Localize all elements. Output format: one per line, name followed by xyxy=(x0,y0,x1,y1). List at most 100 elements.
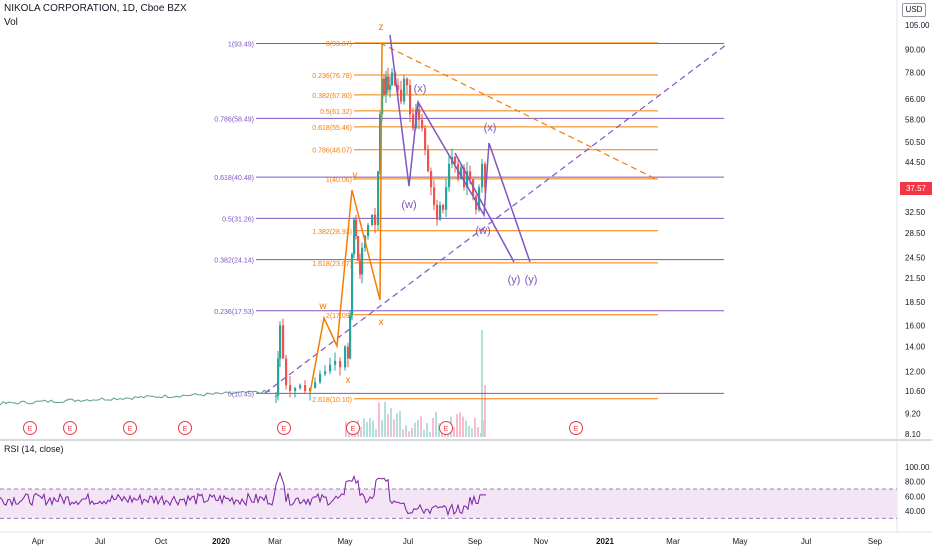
rsi-tick-label: 80.00 xyxy=(905,478,926,487)
volume-bar xyxy=(465,420,467,437)
orange-wave-label: x xyxy=(346,375,351,386)
candle-body xyxy=(367,224,370,236)
candle-body xyxy=(277,358,280,396)
candle-body xyxy=(400,89,403,102)
volume-bar xyxy=(405,425,407,437)
purple-wave-label: (y) xyxy=(508,274,521,286)
earnings-marker: E xyxy=(123,421,137,435)
earnings-marker-circle xyxy=(63,421,77,435)
candle-body xyxy=(304,385,307,392)
volume-label[interactable]: Vol xyxy=(4,17,18,28)
earnings-marker-circle xyxy=(23,421,37,435)
candle-body xyxy=(403,78,406,102)
purple-wave-path xyxy=(454,152,515,263)
volume-bar xyxy=(429,431,431,437)
time-tick-label: Apr xyxy=(32,537,45,546)
fib-retracement-label: 0(10.45) xyxy=(228,391,254,398)
volume-bar xyxy=(481,330,483,437)
candle-body xyxy=(294,388,297,392)
price-tick-label: 9.20 xyxy=(905,410,921,419)
purple-dashed-trendline xyxy=(264,44,727,394)
fib-extension-label: 0(93.87) xyxy=(326,41,352,48)
rsi-label[interactable]: RSI (14, close) xyxy=(4,444,64,454)
fib-extension-label: 1.618(23.67) xyxy=(312,261,352,268)
candle-body xyxy=(463,167,466,188)
candle-body xyxy=(319,373,322,383)
volume-bar xyxy=(402,429,404,437)
price-tick-label: 12.00 xyxy=(905,367,926,376)
orange-wave-label: y xyxy=(353,170,358,181)
fib-retracement-label: 1(93.49) xyxy=(228,42,254,49)
price-tick-label: 21.50 xyxy=(905,274,926,283)
earnings-marker-text: E xyxy=(444,426,449,433)
price-tick-label: 8.10 xyxy=(905,430,921,439)
volume-bar xyxy=(375,429,377,437)
candle-body xyxy=(357,235,360,261)
volume-bar xyxy=(366,422,368,437)
orange-wave-label: z xyxy=(379,22,384,33)
volume-bar xyxy=(423,430,425,437)
price-tick-label: 44.50 xyxy=(905,158,926,167)
volume-bar xyxy=(417,419,419,437)
price-tick-label: 24.50 xyxy=(905,253,926,262)
volume-bar xyxy=(381,420,383,437)
price-tick-label: 90.00 xyxy=(905,46,926,55)
candle-body xyxy=(314,382,317,389)
volume-bar xyxy=(420,416,422,437)
candle-body xyxy=(275,395,278,397)
fib-extension-label: 0.236(76.78) xyxy=(312,73,352,80)
purple-wave-path xyxy=(389,34,531,263)
fib-extension-label: 0.786(48.07) xyxy=(312,148,352,155)
earnings-marker: E xyxy=(23,421,37,435)
earnings-marker-circle xyxy=(569,421,583,435)
rsi-tick-label: 100.00 xyxy=(905,463,930,472)
candle-body xyxy=(385,76,388,95)
price-tick-label: 14.00 xyxy=(905,343,926,352)
candle-body xyxy=(355,219,358,236)
fib-extension-label: 0.5(61.32) xyxy=(320,109,352,116)
candle-body xyxy=(421,119,424,129)
volume-bar xyxy=(387,413,389,437)
time-tick-label: May xyxy=(732,537,747,546)
purple-wave-label: (x) xyxy=(484,122,497,134)
rsi-tick-label: 60.00 xyxy=(905,492,926,501)
candle-body xyxy=(397,85,400,90)
candle-body xyxy=(371,214,374,225)
candle-body xyxy=(439,205,442,220)
volume-bar xyxy=(345,422,347,437)
orange-wave-label: w xyxy=(318,301,327,312)
rsi-tick-label: 40.00 xyxy=(905,507,926,516)
candle-body xyxy=(454,156,457,164)
earnings-marker: E xyxy=(178,421,192,435)
candle-body xyxy=(469,171,472,180)
volume-bar xyxy=(414,422,416,437)
orange-wave-path xyxy=(309,42,383,394)
earnings-marker: E xyxy=(346,421,360,435)
candle-body xyxy=(436,205,439,220)
earnings-marker: E xyxy=(439,421,453,435)
price-tick-label: 50.50 xyxy=(905,138,926,147)
time-tick-label: Mar xyxy=(268,537,282,546)
orange-dashed-trendline xyxy=(379,42,659,181)
volume-bar xyxy=(360,426,362,437)
fib-extension-label: 0.618(55.46) xyxy=(312,125,352,132)
candle-body xyxy=(299,385,302,389)
candle-body xyxy=(282,325,285,359)
candle-body xyxy=(427,149,430,172)
candle-body xyxy=(361,247,364,275)
fib-retracement-label: 0.618(40.48) xyxy=(214,175,254,182)
candle-body xyxy=(359,260,362,275)
volume-bar xyxy=(459,412,461,437)
candle-body xyxy=(289,385,292,392)
time-tick-label: Jul xyxy=(801,537,811,546)
candle-body xyxy=(374,214,377,225)
volume-bar xyxy=(393,419,395,437)
time-tick-label: Oct xyxy=(155,537,168,546)
currency-button[interactable]: USD xyxy=(902,3,926,17)
symbol-title[interactable]: NIKOLA CORPORATION, 1D, Cboe BZX xyxy=(4,3,187,14)
purple-wave-label: (w) xyxy=(475,225,490,237)
fib-retracement-label: 0.5(31.26) xyxy=(222,216,254,223)
candle-body xyxy=(329,364,332,372)
candle-body xyxy=(339,360,342,368)
time-tick-label: Sep xyxy=(468,537,483,546)
